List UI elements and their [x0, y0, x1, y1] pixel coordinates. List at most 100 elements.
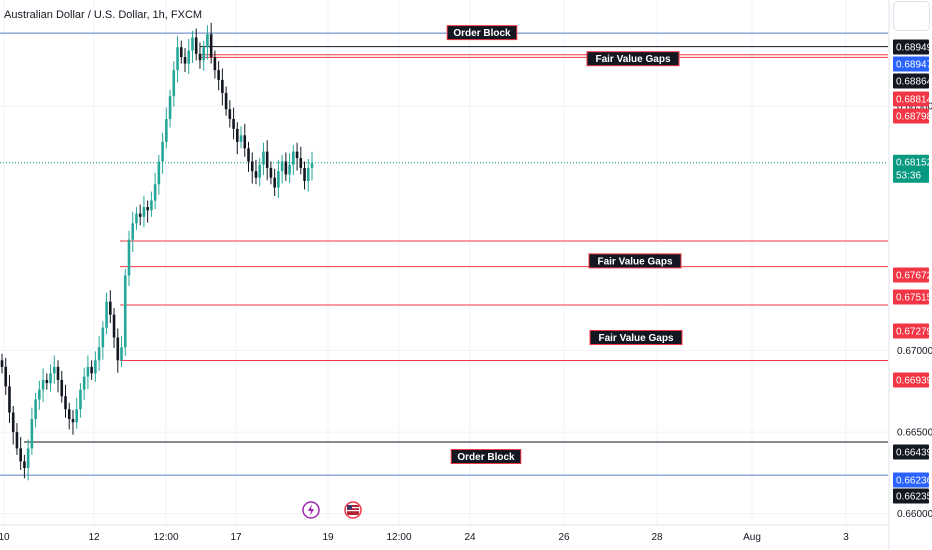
countdown-label: 53:36 — [896, 171, 921, 182]
price-tag-bg — [893, 39, 929, 55]
time-tick-label: 10 — [0, 532, 10, 543]
candle-body — [303, 167, 306, 181]
candle-body — [194, 37, 198, 54]
lightning-icon — [302, 501, 320, 519]
time-axis[interactable]: 10 12 12:00 17 19 12:00 24 26 28 Aug 3 — [0, 524, 889, 543]
price-tag-label: 0.67515 — [896, 293, 932, 304]
candle-body — [258, 164, 262, 178]
candle-body — [176, 47, 179, 71]
price-tag-bg — [893, 372, 929, 388]
candle-body — [254, 171, 258, 178]
candle-body — [94, 360, 97, 374]
price-tag: 0.68864 — [893, 73, 932, 89]
price-tag-bg — [893, 56, 929, 72]
price-tag: 0.67279 — [893, 323, 932, 339]
candle-body — [8, 386, 11, 413]
candle-body — [131, 223, 135, 240]
candle-body — [138, 213, 142, 217]
candle-body — [56, 366, 60, 380]
annotation-box — [450, 449, 522, 465]
candle-body — [101, 327, 105, 348]
candle-body — [67, 409, 71, 420]
candles — [0, 22, 314, 481]
grid-lines — [0, 0, 888, 525]
time-tick-label: 12:00 — [153, 532, 178, 543]
annotation-box — [446, 25, 518, 41]
candle-body — [228, 109, 232, 120]
candle-body — [135, 213, 138, 224]
price-tag-label: 0.66439 — [896, 448, 932, 459]
time-tick-label: 12:00 — [386, 532, 411, 543]
level-lines — [0, 32, 888, 476]
price-tag-bg — [893, 108, 929, 124]
candle-body — [209, 34, 213, 58]
price-axis[interactable]: 0.68500 0.67000 0.66500 0.66000 0.68949 0.689… — [888, 0, 932, 550]
candle-body — [179, 47, 183, 58]
candle-body — [187, 50, 191, 64]
candle-body — [19, 448, 22, 462]
price-tick-label: 0.66000 — [897, 509, 932, 520]
candle-body — [277, 171, 280, 188]
candle-body — [236, 128, 239, 142]
candle-body — [146, 207, 149, 211]
price-tick-label: 0.68500 — [897, 101, 932, 112]
candle-body — [273, 177, 276, 188]
price-tag-label: 0.68949 — [896, 43, 932, 54]
event-icons[interactable] — [302, 501, 362, 519]
candle-body — [34, 399, 37, 420]
price-tag: 0.66235 — [893, 488, 932, 504]
annotation-text: Fair Value Gaps — [595, 54, 670, 65]
candle-body — [109, 301, 112, 315]
price-tag-bg — [893, 488, 929, 504]
candle-body — [116, 337, 120, 361]
candle-body — [90, 366, 93, 374]
candle-body — [41, 379, 45, 390]
candle-body — [52, 366, 56, 374]
price-tag: 0.67515 — [893, 289, 932, 305]
candle-body — [86, 366, 90, 377]
candle-body — [0, 360, 4, 367]
candle-body — [112, 314, 116, 338]
time-tick-label: 24 — [464, 532, 476, 543]
candle-body — [11, 412, 15, 433]
candle-body — [295, 151, 299, 159]
candle-body — [306, 167, 310, 181]
candle-body — [4, 366, 8, 387]
candle-body — [15, 432, 19, 449]
candle-body — [71, 419, 75, 423]
settings-button[interactable] — [893, 1, 930, 31]
time-tick-label: 26 — [558, 532, 570, 543]
price-tick-label: 0.67000 — [897, 346, 932, 357]
candle-body — [213, 57, 217, 71]
candle-body — [97, 347, 101, 361]
price-tag: 0.68947 — [893, 56, 932, 72]
price-tag-bg — [893, 472, 929, 488]
candle-body — [142, 207, 146, 217]
candle-body — [299, 158, 303, 168]
price-tag-bg — [893, 73, 929, 89]
price-tag-label: 0.66236 — [896, 476, 932, 487]
candle-body — [206, 34, 209, 48]
annotation-label: Order Block — [450, 449, 522, 465]
candle-body — [153, 184, 157, 201]
price-tag-label: 0.66235 — [896, 492, 932, 503]
us-flag-icon-stripe — [347, 507, 359, 509]
candle-body — [105, 301, 108, 328]
candle-body — [60, 379, 64, 397]
candle-body — [224, 92, 228, 110]
candle-body — [262, 151, 265, 165]
time-tick-label: 12 — [88, 532, 100, 543]
price-tag-label: 0.68814 — [896, 95, 932, 106]
price-tick-label: 0.66500 — [897, 428, 932, 439]
candle-body — [243, 135, 247, 149]
annotation-text: Fair Value Gaps — [598, 333, 673, 344]
candle-body — [221, 79, 224, 93]
time-tick-label: 3 — [843, 532, 849, 543]
candle-body — [310, 163, 314, 168]
candle-body — [247, 148, 250, 162]
candle-body — [38, 389, 41, 400]
candle-body — [284, 161, 288, 175]
annotation-text: Fair Value Gaps — [597, 256, 672, 267]
time-tick-label: Aug — [743, 532, 761, 543]
